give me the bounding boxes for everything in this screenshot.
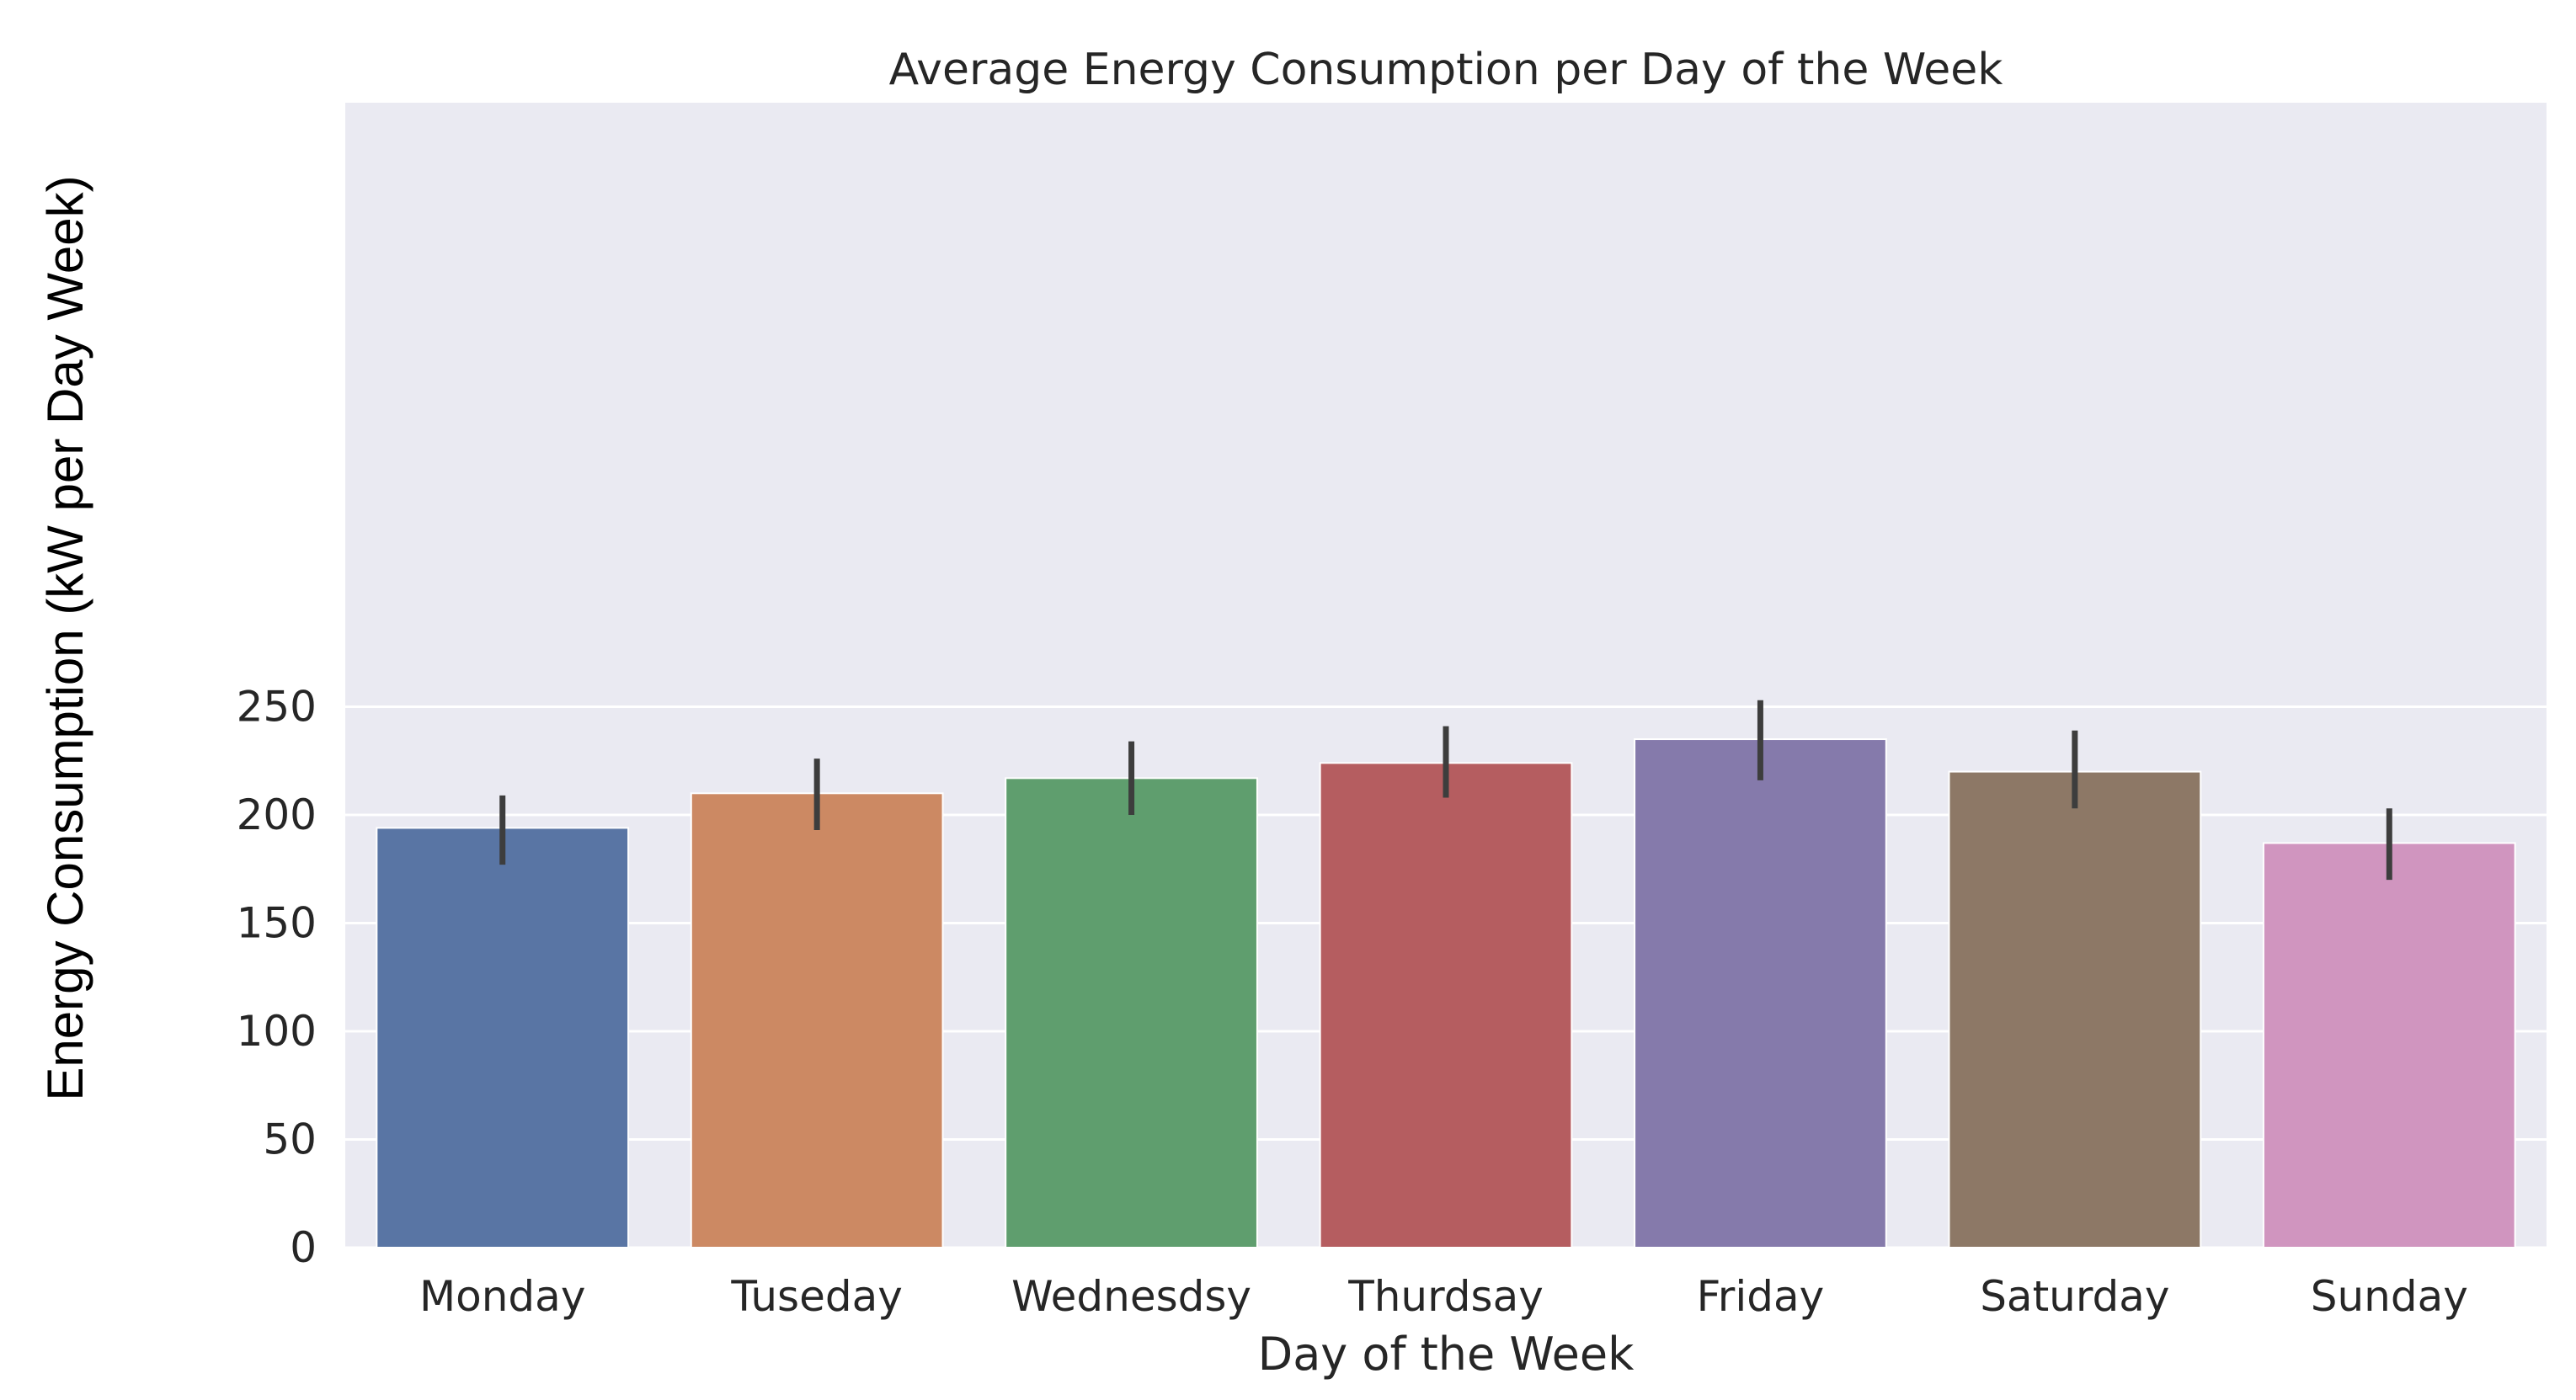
bars (376, 738, 2516, 1248)
bar (1319, 762, 1573, 1248)
bar (1948, 770, 2202, 1248)
bar (1005, 777, 1258, 1248)
y-tick-label: 250 (237, 683, 317, 732)
x-tick-label: Friday (1697, 1272, 1825, 1321)
error-bars (499, 700, 2392, 881)
bar (1634, 738, 1887, 1248)
bar (2262, 842, 2516, 1248)
x-tick-label: Wednesdsy (1011, 1272, 1251, 1321)
bar (690, 792, 944, 1248)
y-tick-label: 0 (290, 1223, 317, 1272)
x-tick-label: Thurdsay (1347, 1272, 1544, 1321)
x-tick-label: Tuseday (730, 1272, 902, 1321)
x-tick-labels: Monday Tuseday Wednesdsy Thurdsay Friday Satu… (419, 1272, 2468, 1321)
y-tick-label: 100 (237, 1007, 317, 1056)
y-tick-labels: 0 50 100 150 200 250 (237, 683, 317, 1273)
y-tick-label: 50 (263, 1115, 317, 1164)
bar (376, 827, 630, 1248)
y-axis-label: Energy Consumption (kW per Day Week) (37, 175, 93, 1100)
x-tick-label: Saturday (1980, 1272, 2169, 1321)
x-axis-label: Day of the Week (1258, 1328, 1635, 1381)
y-tick-label: 150 (237, 899, 317, 948)
x-tick-label: Monday (419, 1272, 585, 1321)
chart-title: Average Energy Consumption per Day of th… (889, 45, 2003, 95)
y-tick-label: 200 (237, 790, 317, 839)
x-tick-label: Sunday (2311, 1272, 2468, 1321)
